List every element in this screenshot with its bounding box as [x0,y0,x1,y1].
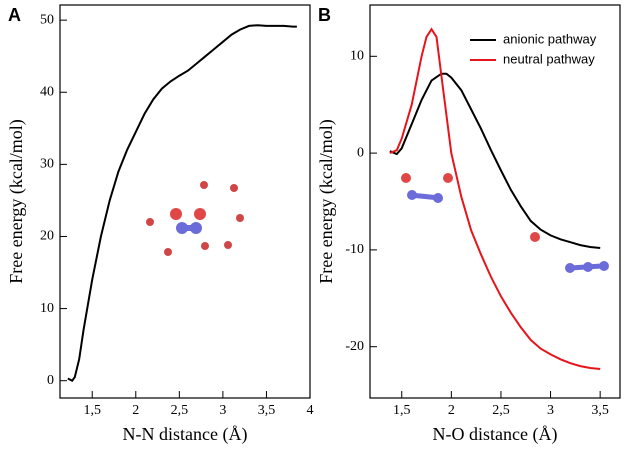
x-tick-label: 4 [307,403,314,418]
atom [401,173,411,183]
y-tick-label: -20 [345,339,364,354]
atom [407,190,417,200]
panel-label: A [8,5,21,25]
atom [194,208,206,220]
y-tick-label: 0 [357,145,364,160]
x-tick-label: 3,5 [258,403,276,418]
y-tick-label: 30 [40,157,54,172]
y-tick-label: 10 [350,49,364,64]
molecule-b [401,173,609,273]
x-tick-label: 1,5 [393,403,411,418]
x-tick-label: 2 [132,403,139,418]
atom [599,261,609,271]
plot-frame [59,4,311,399]
x-axis-label: N-N distance (Å) [123,424,248,445]
x-tick-label: 1,5 [83,403,101,418]
y-tick-label: 40 [40,84,54,99]
y-tick-label: 0 [47,373,54,388]
atom [170,208,182,220]
line [389,27,601,370]
atom [200,181,208,189]
atom [583,262,593,272]
atom [176,222,188,234]
y-tick-label: 50 [40,12,54,27]
atom [565,263,575,273]
atom [224,241,232,249]
plot-frame [369,4,621,399]
atom [190,222,202,234]
line [67,24,297,382]
molecule-a [146,181,244,256]
atom [230,184,238,192]
atom [530,232,540,242]
y-axis-label: Free energy (kcal/mol) [316,119,337,284]
panel-label: B [318,5,331,25]
x-tick-label: 2,5 [492,403,510,418]
legend-label: neutral pathway [503,51,595,66]
atom [201,242,209,250]
line [389,72,601,249]
y-tick-label: 20 [40,229,54,244]
x-tick-label: 3,5 [591,403,609,418]
atom [146,218,154,226]
x-tick-label: 2 [448,403,455,418]
atom [443,173,453,183]
x-axis-label: N-O distance (Å) [433,424,558,445]
y-tick-label: 10 [40,301,54,316]
y-tick-label: -10 [345,242,364,257]
x-tick-label: 2,5 [171,403,189,418]
legend-label: anionic pathway [503,31,597,46]
x-tick-label: 3 [219,403,226,418]
y-axis-label: Free energy (kcal/mol) [6,119,27,284]
x-tick-label: 3 [547,403,554,418]
atom [164,248,172,256]
atom [236,214,244,222]
atom [433,193,443,203]
